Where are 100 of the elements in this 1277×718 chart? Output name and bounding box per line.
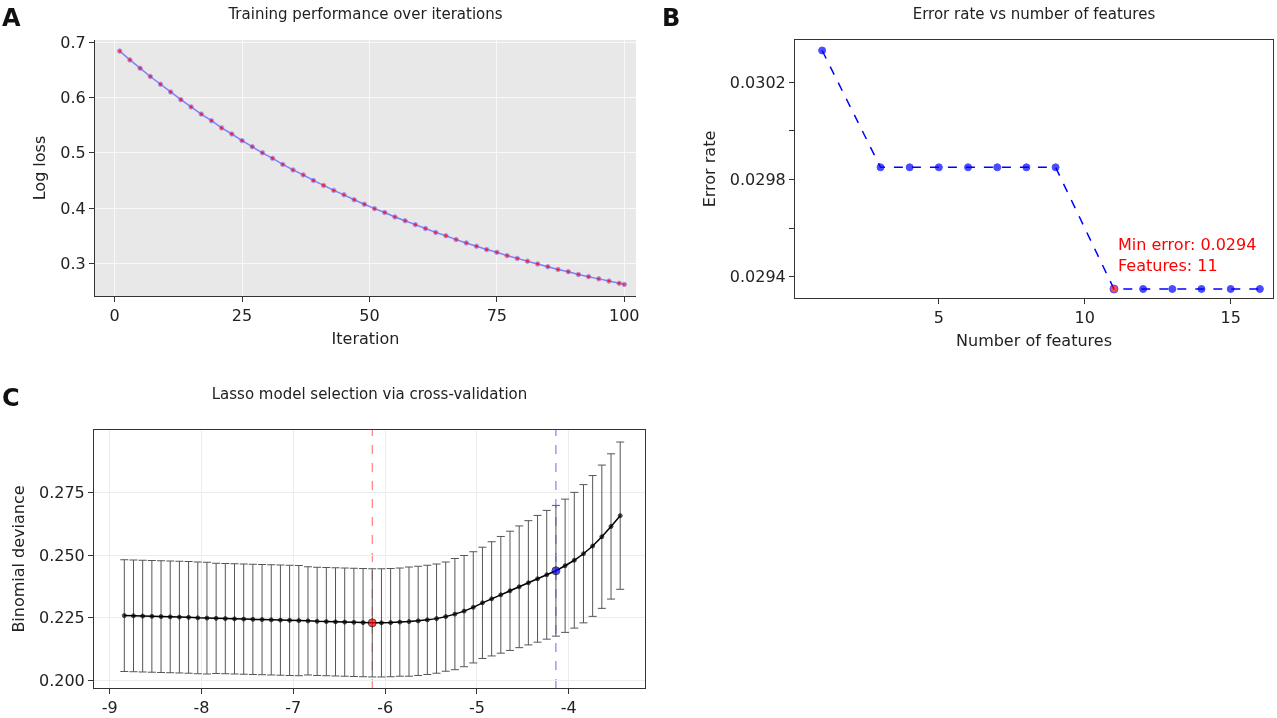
point <box>137 65 143 71</box>
point <box>213 615 219 621</box>
text: C <box>2 384 20 412</box>
point <box>371 205 378 212</box>
y-tick-label: 0.250 <box>38 545 85 565</box>
point <box>993 163 1002 172</box>
point <box>241 616 247 622</box>
point <box>314 618 320 624</box>
y-tick-label: 0.200 <box>38 671 85 691</box>
y-tick-label: 0.275 <box>38 483 85 503</box>
point <box>178 96 184 103</box>
y-tick-label: 0.3 <box>60 253 86 273</box>
point <box>555 266 561 273</box>
point <box>504 252 510 259</box>
chart-title: Lasso model selection via cross-validation <box>211 384 528 403</box>
point <box>149 613 155 619</box>
point <box>323 619 329 625</box>
point <box>188 104 194 110</box>
y-tick-label: 0.0294 <box>729 267 786 287</box>
point <box>1197 284 1206 293</box>
point <box>130 613 136 619</box>
point <box>1051 163 1060 172</box>
point <box>599 534 605 540</box>
point <box>516 584 522 590</box>
point <box>167 614 173 620</box>
point <box>585 273 592 280</box>
x-tick-label: 10 <box>1074 308 1095 328</box>
point <box>1109 284 1119 294</box>
point <box>218 125 225 131</box>
point <box>140 613 146 619</box>
point <box>277 617 283 623</box>
point <box>1226 284 1235 293</box>
point <box>1022 163 1031 172</box>
x-tick-label: 50 <box>359 306 380 326</box>
x-tick-label: -5 <box>468 698 485 718</box>
point <box>461 608 467 614</box>
y-tick-label: 0.225 <box>38 608 85 628</box>
x-tick-label: -8 <box>193 698 210 718</box>
point <box>494 249 500 256</box>
point <box>402 218 408 224</box>
point <box>443 614 449 620</box>
text: B <box>662 4 681 32</box>
y-tick-label: 0.0298 <box>729 170 786 190</box>
point <box>479 600 485 606</box>
point <box>818 46 827 55</box>
point <box>186 614 192 620</box>
point <box>222 616 228 622</box>
point <box>381 209 388 216</box>
point <box>121 613 127 619</box>
point <box>525 580 531 586</box>
point <box>342 619 348 625</box>
x-tick-label: 25 <box>231 306 253 326</box>
point <box>608 523 614 529</box>
point <box>280 161 286 168</box>
point <box>424 617 430 623</box>
x-axis-title: Number of features <box>956 330 1112 350</box>
point <box>443 232 449 239</box>
point <box>305 618 311 624</box>
point <box>341 192 347 198</box>
point <box>249 143 255 150</box>
x-tick-label: -7 <box>285 698 302 718</box>
point <box>562 563 568 569</box>
point <box>351 619 357 625</box>
point <box>452 611 458 617</box>
point <box>498 592 504 598</box>
point <box>621 281 628 288</box>
point <box>397 619 403 625</box>
point <box>269 155 276 162</box>
y-tick-label: 0.6 <box>60 88 86 108</box>
y-axis-title: Error rate <box>699 130 719 208</box>
point <box>1168 284 1177 293</box>
chart-title: Error rate vs number of features <box>912 4 1156 23</box>
point <box>905 163 914 172</box>
point <box>483 246 490 253</box>
point <box>259 617 265 623</box>
point <box>157 81 164 87</box>
y-tick-label: 0.5 <box>60 143 86 163</box>
point <box>617 513 623 519</box>
x-tick-label: 75 <box>486 306 508 326</box>
point <box>453 236 459 243</box>
point <box>333 619 339 625</box>
point <box>514 255 520 262</box>
point <box>388 620 394 626</box>
point <box>534 261 541 267</box>
point <box>934 163 943 172</box>
point <box>535 576 541 582</box>
point <box>575 271 582 278</box>
point <box>1139 284 1148 293</box>
point <box>596 276 602 282</box>
y-tick-label: 0.7 <box>60 32 86 52</box>
point <box>250 616 256 622</box>
annotation: Min error: 0.0294 Features: 11 <box>1118 235 1257 275</box>
point <box>167 89 174 95</box>
x-tick-label: 100 <box>609 306 640 326</box>
point <box>412 221 419 228</box>
y-tick-label: 0.4 <box>60 198 86 218</box>
point <box>320 182 327 189</box>
point <box>116 48 123 54</box>
x-tick-label: 0 <box>109 306 120 326</box>
point <box>507 588 513 594</box>
